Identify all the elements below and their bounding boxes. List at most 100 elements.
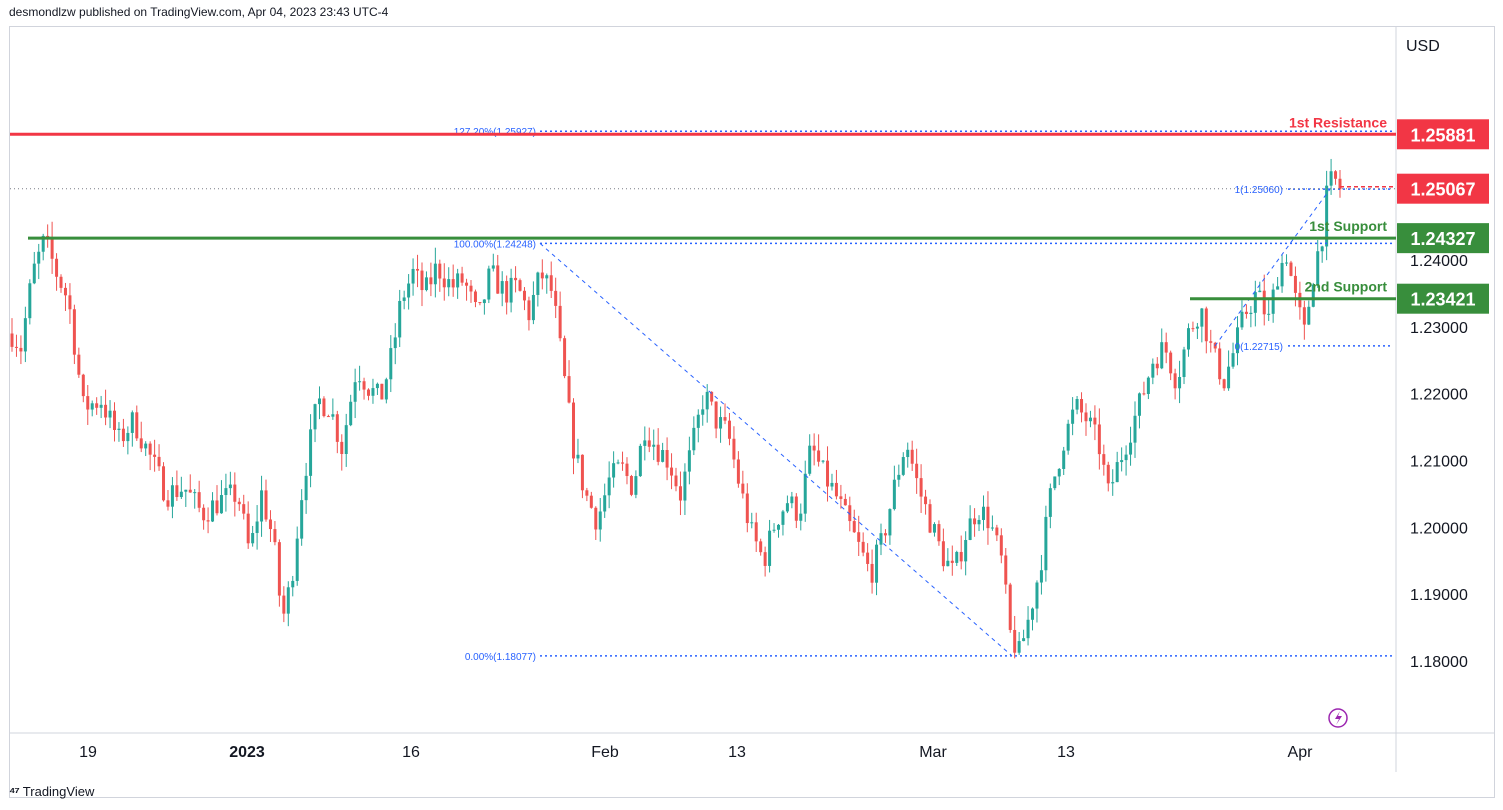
candle-body	[273, 529, 277, 543]
candle-body	[72, 309, 76, 355]
candle-body	[184, 489, 188, 492]
candle-body	[665, 449, 669, 468]
candle-body	[402, 297, 406, 301]
candle-body	[603, 495, 607, 512]
footer-brand: TradingView	[22, 784, 95, 799]
candle-body	[1039, 570, 1043, 583]
candle-body	[126, 432, 130, 442]
candle-body	[1182, 349, 1186, 378]
candle-body	[393, 337, 397, 349]
currency-label: USD	[1406, 38, 1440, 55]
time-tick-label: 13	[728, 744, 746, 761]
price-tick-label: 1.19000	[1410, 587, 1468, 604]
candle-body	[1004, 555, 1008, 585]
candle-body	[264, 490, 268, 520]
price-tick-label: 1.20000	[1410, 520, 1468, 537]
candle-body	[554, 290, 558, 306]
candle-body	[1191, 328, 1195, 330]
candle-body	[852, 521, 856, 533]
candle-body	[621, 462, 625, 464]
candle-body	[112, 410, 116, 430]
candle-body	[104, 404, 108, 418]
candle-body	[910, 449, 914, 464]
candle-body	[162, 466, 166, 501]
candle-body	[892, 479, 896, 510]
candle-body	[915, 463, 919, 479]
candle-body	[344, 425, 348, 454]
candle-body	[830, 482, 834, 487]
resistance-price-text: 1.25881	[1410, 125, 1475, 145]
candle-body	[19, 347, 23, 352]
candle-body	[848, 505, 852, 522]
candle-body	[55, 258, 59, 277]
candle-body	[384, 379, 388, 400]
time-tick-label: Apr	[1288, 744, 1314, 761]
candle-body	[1236, 327, 1240, 354]
candle-body	[1062, 450, 1066, 469]
candle-body	[1120, 460, 1124, 463]
candle-body	[1209, 341, 1213, 343]
candle-body	[32, 263, 36, 284]
candle-body	[420, 270, 424, 291]
candle-body	[1115, 462, 1119, 483]
overlays-group: 127.20%(1.25927) 100.00%(1.24248) 0.00%(1.…	[10, 114, 1396, 663]
time-tick-label: Mar	[919, 744, 947, 761]
candle-body	[246, 513, 250, 544]
time-axis[interactable]: 19 2023 16 Feb 13 Mar 13 Apr	[79, 744, 1313, 761]
candle-body	[625, 463, 629, 477]
candle-body	[326, 416, 330, 418]
candle-body	[1218, 348, 1222, 380]
candle-body	[300, 500, 304, 539]
candle-body	[612, 463, 616, 478]
candle-body	[875, 544, 879, 583]
support-label: 1st Support	[1309, 218, 1387, 234]
candle-body	[883, 533, 887, 536]
candle-body	[331, 414, 335, 417]
candle-body	[647, 440, 651, 447]
tradingview-logo-icon: ⁴⁷	[9, 784, 20, 799]
candle-body	[81, 374, 85, 397]
candle-body	[286, 587, 290, 614]
support-1-price-box	[1397, 223, 1489, 254]
candle-body	[950, 560, 954, 563]
candle-body	[514, 277, 518, 281]
candle-body	[188, 489, 192, 493]
candle-body	[23, 318, 27, 352]
candle-body	[362, 381, 366, 390]
candle-body	[268, 519, 272, 530]
candle-body	[309, 429, 313, 476]
fib-level-label: 0.00%(1.18077)	[465, 652, 536, 663]
candle-body	[536, 272, 540, 295]
candle-body	[1173, 373, 1177, 389]
lightning-icon[interactable]	[1328, 708, 1348, 728]
candle-body	[808, 445, 812, 474]
candle-body	[68, 295, 72, 310]
candle-body	[304, 475, 308, 501]
resistance-price-box	[1397, 119, 1489, 150]
candle-body	[358, 381, 362, 383]
candle-body	[1285, 262, 1289, 264]
price-axis[interactable]: 1.18000 1.19000 1.20000 1.21000 1.22000 1.230…	[1397, 119, 1489, 671]
candle-body	[861, 541, 865, 553]
candle-body	[295, 538, 299, 581]
candle-body	[90, 403, 94, 410]
candle-body	[607, 477, 611, 496]
candle-body	[1302, 307, 1306, 325]
candle-body	[367, 389, 371, 396]
candle-body	[63, 287, 67, 296]
candle-body	[380, 383, 384, 400]
candle-body	[193, 492, 197, 494]
candle-body	[696, 414, 700, 428]
candle-body	[1160, 342, 1164, 369]
candles-group	[10, 158, 1342, 659]
candle-body	[1204, 308, 1208, 342]
candle-body	[1155, 363, 1159, 369]
candle-body	[1013, 629, 1017, 653]
candle-body	[643, 440, 647, 446]
candle-body	[108, 410, 112, 418]
candle-body	[407, 283, 411, 298]
candle-body	[1066, 423, 1070, 451]
candle-body	[1253, 292, 1257, 313]
candle-body	[416, 268, 420, 271]
